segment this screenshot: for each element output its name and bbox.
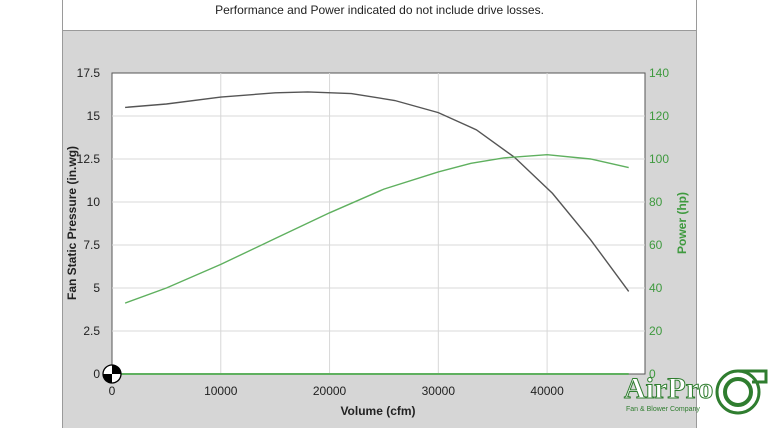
y-tick-label: 0 (93, 367, 100, 381)
airpro-logo-icon (715, 369, 768, 415)
y2-tick-label: 60 (649, 238, 663, 252)
x-axis-title: Volume (cfm) (340, 404, 415, 418)
x-tick-label: 40000 (530, 384, 564, 398)
logo-tagline: Fan & Blower Company (626, 406, 700, 413)
y-tick-label: 12.5 (77, 152, 101, 166)
x-tick-label: 30000 (422, 384, 456, 398)
y2-tick-label: 0 (649, 367, 656, 381)
y2-axis-title: Power (hp) (675, 192, 689, 254)
y2-tick-label: 100 (649, 152, 669, 166)
y2-tick-label: 140 (649, 66, 669, 80)
plot-area (111, 72, 646, 375)
y2-tick-labels: 0 20 40 60 80 100 120 140 (649, 66, 669, 381)
x-tick-label: 10000 (204, 384, 238, 398)
y-tick-label: 10 (87, 195, 101, 209)
power-curve (124, 153, 629, 304)
x-tick-label: 0 (109, 384, 116, 398)
y2-tick-label: 20 (649, 324, 663, 338)
y-tick-label: 15 (87, 109, 101, 123)
y-tick-label: 5 (93, 281, 100, 295)
y2-tick-label: 80 (649, 195, 663, 209)
x-tick-labels: 0 10000 20000 30000 40000 (109, 384, 564, 398)
y-axis-title: Fan Static Pressure (in.wg) (65, 146, 79, 300)
x-tick-label: 20000 (313, 384, 347, 398)
series-group (112, 91, 630, 375)
logo-name: AirPro (623, 372, 714, 406)
y-tick-label: 7.5 (83, 238, 100, 252)
drive-loss-note: Performance and Power indicated do not i… (215, 3, 544, 17)
origin-marker-icon (102, 364, 122, 384)
note-strip: Performance and Power indicated do not i… (62, 0, 697, 31)
grid (112, 73, 645, 374)
pressure-curve (125, 91, 630, 292)
y2-tick-label: 40 (649, 281, 663, 295)
y-tick-label: 17.5 (77, 66, 101, 80)
y-tick-label: 2.5 (83, 324, 100, 338)
y2-tick-label: 120 (649, 109, 669, 123)
y-tick-labels: 0 2.5 5 7.5 10 12.5 15 17.5 (77, 66, 101, 381)
